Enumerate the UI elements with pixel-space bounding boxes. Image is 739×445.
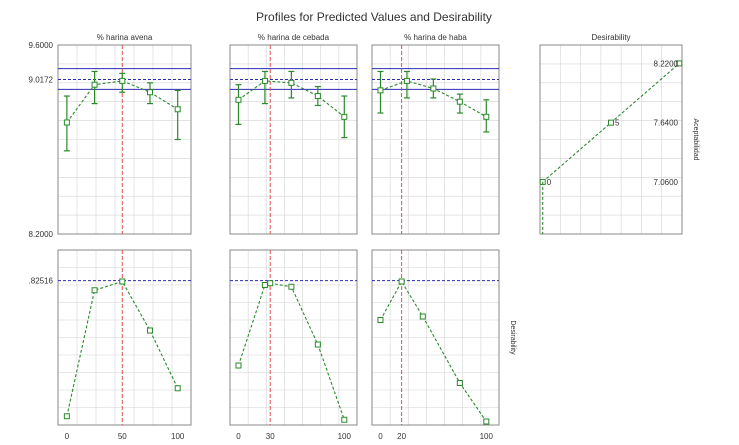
data-point bbox=[676, 60, 683, 67]
panel-title: % harina de haba bbox=[404, 33, 467, 42]
data-point bbox=[288, 79, 295, 86]
data-point bbox=[91, 287, 98, 294]
data-point bbox=[235, 96, 242, 103]
panel-title: % harina de cebada bbox=[258, 33, 330, 42]
x-tick-label: 20 bbox=[397, 432, 406, 441]
x-tick-label: 100 bbox=[171, 432, 185, 441]
data-point bbox=[608, 119, 614, 126]
data-point bbox=[174, 385, 181, 392]
y-tick-label: 8.2000 bbox=[29, 230, 54, 239]
data-point bbox=[314, 341, 321, 348]
x-tick-label: 0 bbox=[236, 432, 241, 441]
y-tick-label: 9.0172 bbox=[29, 76, 54, 85]
data-point bbox=[483, 418, 490, 425]
panel-frame bbox=[539, 44, 683, 235]
series-line bbox=[238, 80, 345, 118]
data-point bbox=[430, 85, 437, 92]
y-tick-label: 8.2200 bbox=[654, 59, 679, 68]
data-point bbox=[403, 77, 410, 84]
data-point bbox=[63, 119, 70, 126]
panel-frame bbox=[371, 249, 500, 426]
data-point bbox=[398, 278, 405, 285]
data-point bbox=[119, 77, 126, 84]
x-tick-label: 30 bbox=[266, 432, 275, 441]
data-point bbox=[456, 98, 463, 105]
data-point bbox=[261, 77, 268, 84]
panel-frame bbox=[229, 249, 358, 426]
y-tick-label: 7.6400 bbox=[654, 119, 679, 128]
series-line bbox=[237, 282, 345, 420]
series-line bbox=[66, 80, 178, 123]
data-point bbox=[174, 106, 181, 113]
data-point bbox=[456, 380, 463, 386]
data-point bbox=[314, 93, 321, 100]
data-point bbox=[267, 280, 274, 287]
y-axis-label: Aceptabilidad bbox=[692, 118, 699, 160]
data-point bbox=[146, 327, 153, 334]
chart-title: Profiles for Predicted Values and Desira… bbox=[256, 10, 492, 24]
panel-top-1 bbox=[57, 44, 192, 235]
panel-frame bbox=[57, 249, 192, 426]
x-tick-label: 50 bbox=[118, 432, 127, 441]
panel-top-2 bbox=[229, 44, 358, 235]
panel-top-3 bbox=[371, 44, 500, 235]
data-point bbox=[119, 278, 126, 285]
data-point bbox=[63, 413, 70, 420]
data-point bbox=[341, 113, 348, 120]
data-point bbox=[91, 81, 98, 88]
panel-bottom-3 bbox=[371, 249, 500, 426]
data-point bbox=[419, 313, 426, 320]
panel-bottom-1 bbox=[57, 249, 192, 426]
panel-title: % harina avena bbox=[97, 33, 153, 42]
panel-bottom-2 bbox=[229, 249, 358, 426]
series-line bbox=[379, 280, 487, 422]
data-point bbox=[235, 362, 242, 369]
data-point bbox=[341, 416, 348, 423]
x-tick-label: 100 bbox=[480, 432, 494, 441]
series-line bbox=[66, 280, 179, 417]
data-point bbox=[483, 113, 490, 120]
data-point bbox=[377, 317, 384, 323]
y-tick-label: .82516 bbox=[29, 277, 54, 286]
panel-frame bbox=[371, 44, 500, 235]
y-tick-label: 9.6000 bbox=[29, 41, 54, 50]
panel-frame bbox=[229, 44, 358, 235]
point-label: 5 bbox=[615, 119, 620, 128]
panel-title: Desirability bbox=[591, 33, 630, 42]
y-tick-label: 7.0600 bbox=[654, 178, 679, 187]
y-axis-label: Desirability bbox=[509, 320, 516, 355]
x-tick-label: 0 bbox=[378, 432, 383, 441]
point-label: 1 bbox=[675, 59, 680, 68]
panel-top-4 bbox=[539, 44, 683, 235]
data-point bbox=[261, 282, 268, 288]
data-point bbox=[288, 283, 295, 290]
x-tick-label: 100 bbox=[338, 432, 352, 441]
data-point bbox=[146, 89, 153, 96]
panel-frame bbox=[57, 44, 192, 235]
data-point bbox=[377, 87, 384, 94]
x-tick-label: 0 bbox=[65, 432, 70, 441]
point-label: 0 bbox=[547, 178, 552, 187]
